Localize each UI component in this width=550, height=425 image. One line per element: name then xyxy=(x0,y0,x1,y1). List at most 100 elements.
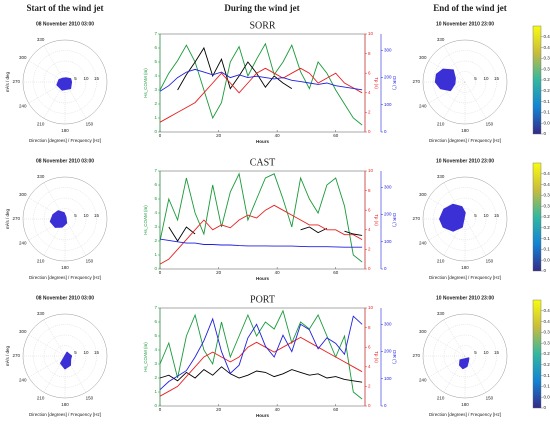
radial-label: 5 xyxy=(474,76,477,81)
colorbar xyxy=(532,25,542,135)
colorbar-label: 0.4 xyxy=(544,45,550,50)
angle-label: 330 xyxy=(37,174,45,179)
y-tick-label: 2 xyxy=(154,375,157,380)
y-tick-label: 100 xyxy=(384,102,392,107)
angle-label: 150 xyxy=(486,258,494,263)
series-line xyxy=(159,309,363,400)
radial-label: 15 xyxy=(494,76,500,81)
chart-title: PORT xyxy=(250,294,275,305)
angle-label: 240 xyxy=(19,378,27,383)
column-title: During the wind jet xyxy=(224,3,299,13)
y-tick-label: 2 xyxy=(154,101,157,106)
x-tick-label: 20 xyxy=(216,407,222,412)
polar-frame xyxy=(22,313,108,399)
angle-label: 210 xyxy=(437,258,445,263)
spectrum-blob xyxy=(60,351,73,370)
y-tick-label: 4 xyxy=(368,227,371,232)
colorbar-label: 0.1 xyxy=(544,110,550,115)
x-axis-label: Hours xyxy=(256,413,269,418)
angle-label: 150 xyxy=(486,395,494,400)
radial-label: 10 xyxy=(483,213,489,218)
y-tick-label: 100 xyxy=(384,376,392,381)
x-axis-label: Direction [degrees] / Frequency [Hz] xyxy=(429,412,501,417)
angle-label: 240 xyxy=(419,241,427,246)
colorbar-label: 0.15 xyxy=(544,99,550,104)
column-title: End of the wind jet xyxy=(433,3,507,13)
x-tick-label: 40 xyxy=(275,133,281,138)
angle-label: 180 xyxy=(461,128,469,133)
colorbar-label: 0.45 xyxy=(544,34,550,39)
colorbar xyxy=(532,299,542,409)
y3-axis-label: DIR (°) xyxy=(392,213,397,227)
y-axis-label: m²/s / deg xyxy=(5,72,10,93)
radial-label: 15 xyxy=(94,350,100,355)
chart-title: SORR xyxy=(249,20,275,31)
radial-label: 5 xyxy=(474,213,477,218)
angle-grid xyxy=(64,218,87,256)
y2-axis-label: Tp (s) xyxy=(374,77,379,89)
x-axis-label: Direction [degrees] / Frequency [Hz] xyxy=(29,275,101,280)
colorbar-label: 0.25 xyxy=(544,214,550,219)
radial-label: 15 xyxy=(94,76,100,81)
angle-label: 300 xyxy=(19,192,27,197)
series-line xyxy=(159,42,363,126)
x-axis-label: Direction [degrees] / Frequency [Hz] xyxy=(429,275,501,280)
radial-grid xyxy=(33,50,97,114)
y-tick-label: 6 xyxy=(368,207,371,212)
x-tick-label: 0 xyxy=(159,407,162,412)
series-line xyxy=(159,172,363,263)
angle-label: 300 xyxy=(19,329,27,334)
series-line xyxy=(159,366,363,383)
y-axis-label: Hs_COAM (m) xyxy=(143,205,148,235)
polar-title: 10 November 2010 23:00 xyxy=(436,295,494,301)
radial-label: 5 xyxy=(74,350,77,355)
angle-label: 240 xyxy=(419,104,427,109)
x-tick-label: 40 xyxy=(275,407,281,412)
polar-title: 10 November 2010 23:00 xyxy=(436,21,494,27)
y-tick-label: 7 xyxy=(154,305,157,310)
angle-grid xyxy=(464,81,487,119)
y-tick-label: 6 xyxy=(368,344,371,349)
angle-label: 270 xyxy=(413,353,421,358)
series-line xyxy=(159,315,363,391)
angle-label: 180 xyxy=(461,265,469,270)
colorbar-label: 0.1 xyxy=(544,247,550,252)
angle-grid xyxy=(43,45,66,83)
colorbar-label: 0.05 xyxy=(544,257,550,262)
y-tick-label: 1 xyxy=(154,115,157,120)
y-tick-label: 6 xyxy=(154,45,157,50)
x-axis-label: Hours xyxy=(256,139,269,144)
y-tick-label: 4 xyxy=(368,364,371,369)
series-line xyxy=(159,68,363,92)
y-tick-label: 0 xyxy=(368,129,371,134)
y-tick-label: 0 xyxy=(384,403,387,408)
angle-label: 330 xyxy=(37,37,45,42)
angle-label: 300 xyxy=(419,329,427,334)
spectrum-blob xyxy=(434,68,456,92)
angle-label: 300 xyxy=(19,55,27,60)
angle-label: 150 xyxy=(86,395,94,400)
series-line xyxy=(159,67,363,123)
colorbar-label: 0.45 xyxy=(544,171,550,176)
x-tick-label: 0 xyxy=(159,133,162,138)
angle-label: 150 xyxy=(86,258,94,263)
y-tick-label: 10 xyxy=(368,305,374,310)
angle-label: 150 xyxy=(486,121,494,126)
polar-frame xyxy=(22,176,108,262)
y-tick-label: 0 xyxy=(368,403,371,408)
polar-frame xyxy=(422,313,508,399)
radial-label: 15 xyxy=(94,213,100,218)
radial-grid xyxy=(433,187,497,251)
radial-label: 5 xyxy=(74,213,77,218)
y-tick-label: 7 xyxy=(154,31,157,36)
angle-grid xyxy=(428,334,466,357)
y-tick-label: 8 xyxy=(368,188,371,193)
radial-grid xyxy=(433,324,497,388)
polar-title: 08 November 2010 03:00 xyxy=(36,158,94,164)
colorbar-label: 0.15 xyxy=(544,373,550,378)
angle-grid xyxy=(28,355,66,378)
angle-grid xyxy=(428,355,466,378)
y-tick-label: 5 xyxy=(154,59,157,64)
x-tick-label: 60 xyxy=(333,407,339,412)
